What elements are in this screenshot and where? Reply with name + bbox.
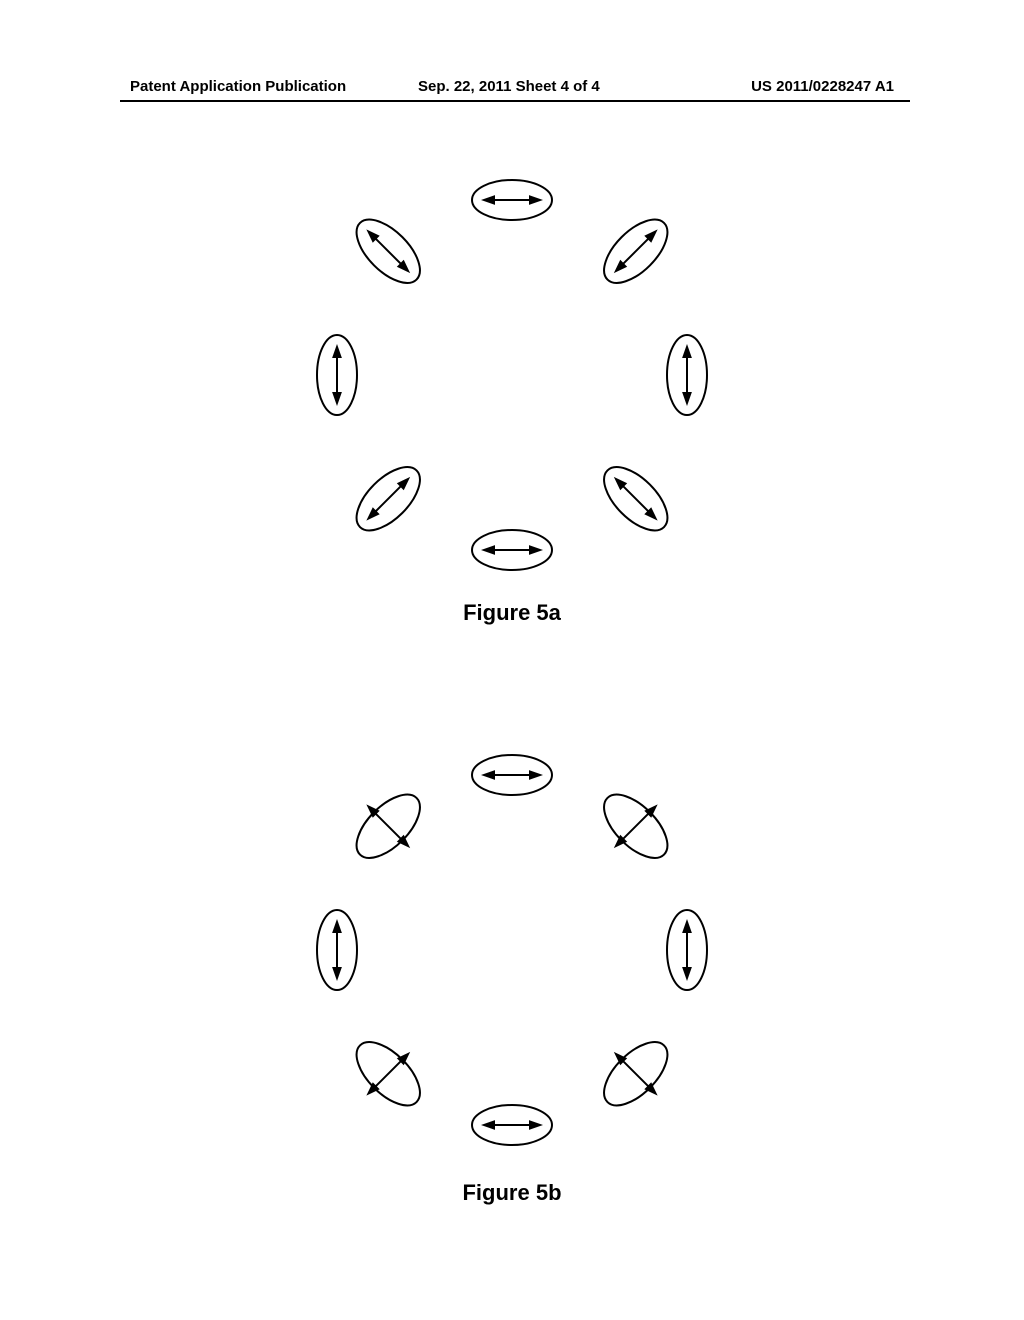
polarization-arrow <box>481 195 543 205</box>
figure-5a-container <box>292 165 732 590</box>
polarization-arrow <box>332 344 342 406</box>
header-left: Patent Application Publication <box>130 78 368 95</box>
polarization-arrow <box>332 919 342 981</box>
figure-5a-label: Figure 5a <box>463 600 561 626</box>
polarization-arrow <box>610 226 661 277</box>
polarization-arrow <box>363 473 414 524</box>
header-right: US 2011/0228247 A1 <box>656 78 894 95</box>
figure-5b-label: Figure 5b <box>462 1180 561 1206</box>
figure-5b-container <box>292 740 732 1165</box>
polarization-arrow <box>610 473 661 524</box>
polarization-arrow <box>610 801 661 852</box>
figure-5a-svg <box>292 165 732 585</box>
polarization-arrow <box>682 919 692 981</box>
page-header: Patent Application Publication Sep. 22, … <box>0 78 1024 95</box>
polarization-arrow <box>363 1048 414 1099</box>
header-center: Sep. 22, 2011 Sheet 4 of 4 <box>368 78 656 95</box>
polarization-arrow <box>682 344 692 406</box>
polarization-arrow <box>363 226 414 277</box>
polarization-arrow <box>481 1120 543 1130</box>
polarization-arrow <box>363 801 414 852</box>
polarization-arrow <box>610 1048 661 1099</box>
polarization-arrow <box>481 545 543 555</box>
figure-5b-svg <box>292 740 732 1160</box>
polarization-arrow <box>481 770 543 780</box>
header-rule <box>120 100 910 102</box>
